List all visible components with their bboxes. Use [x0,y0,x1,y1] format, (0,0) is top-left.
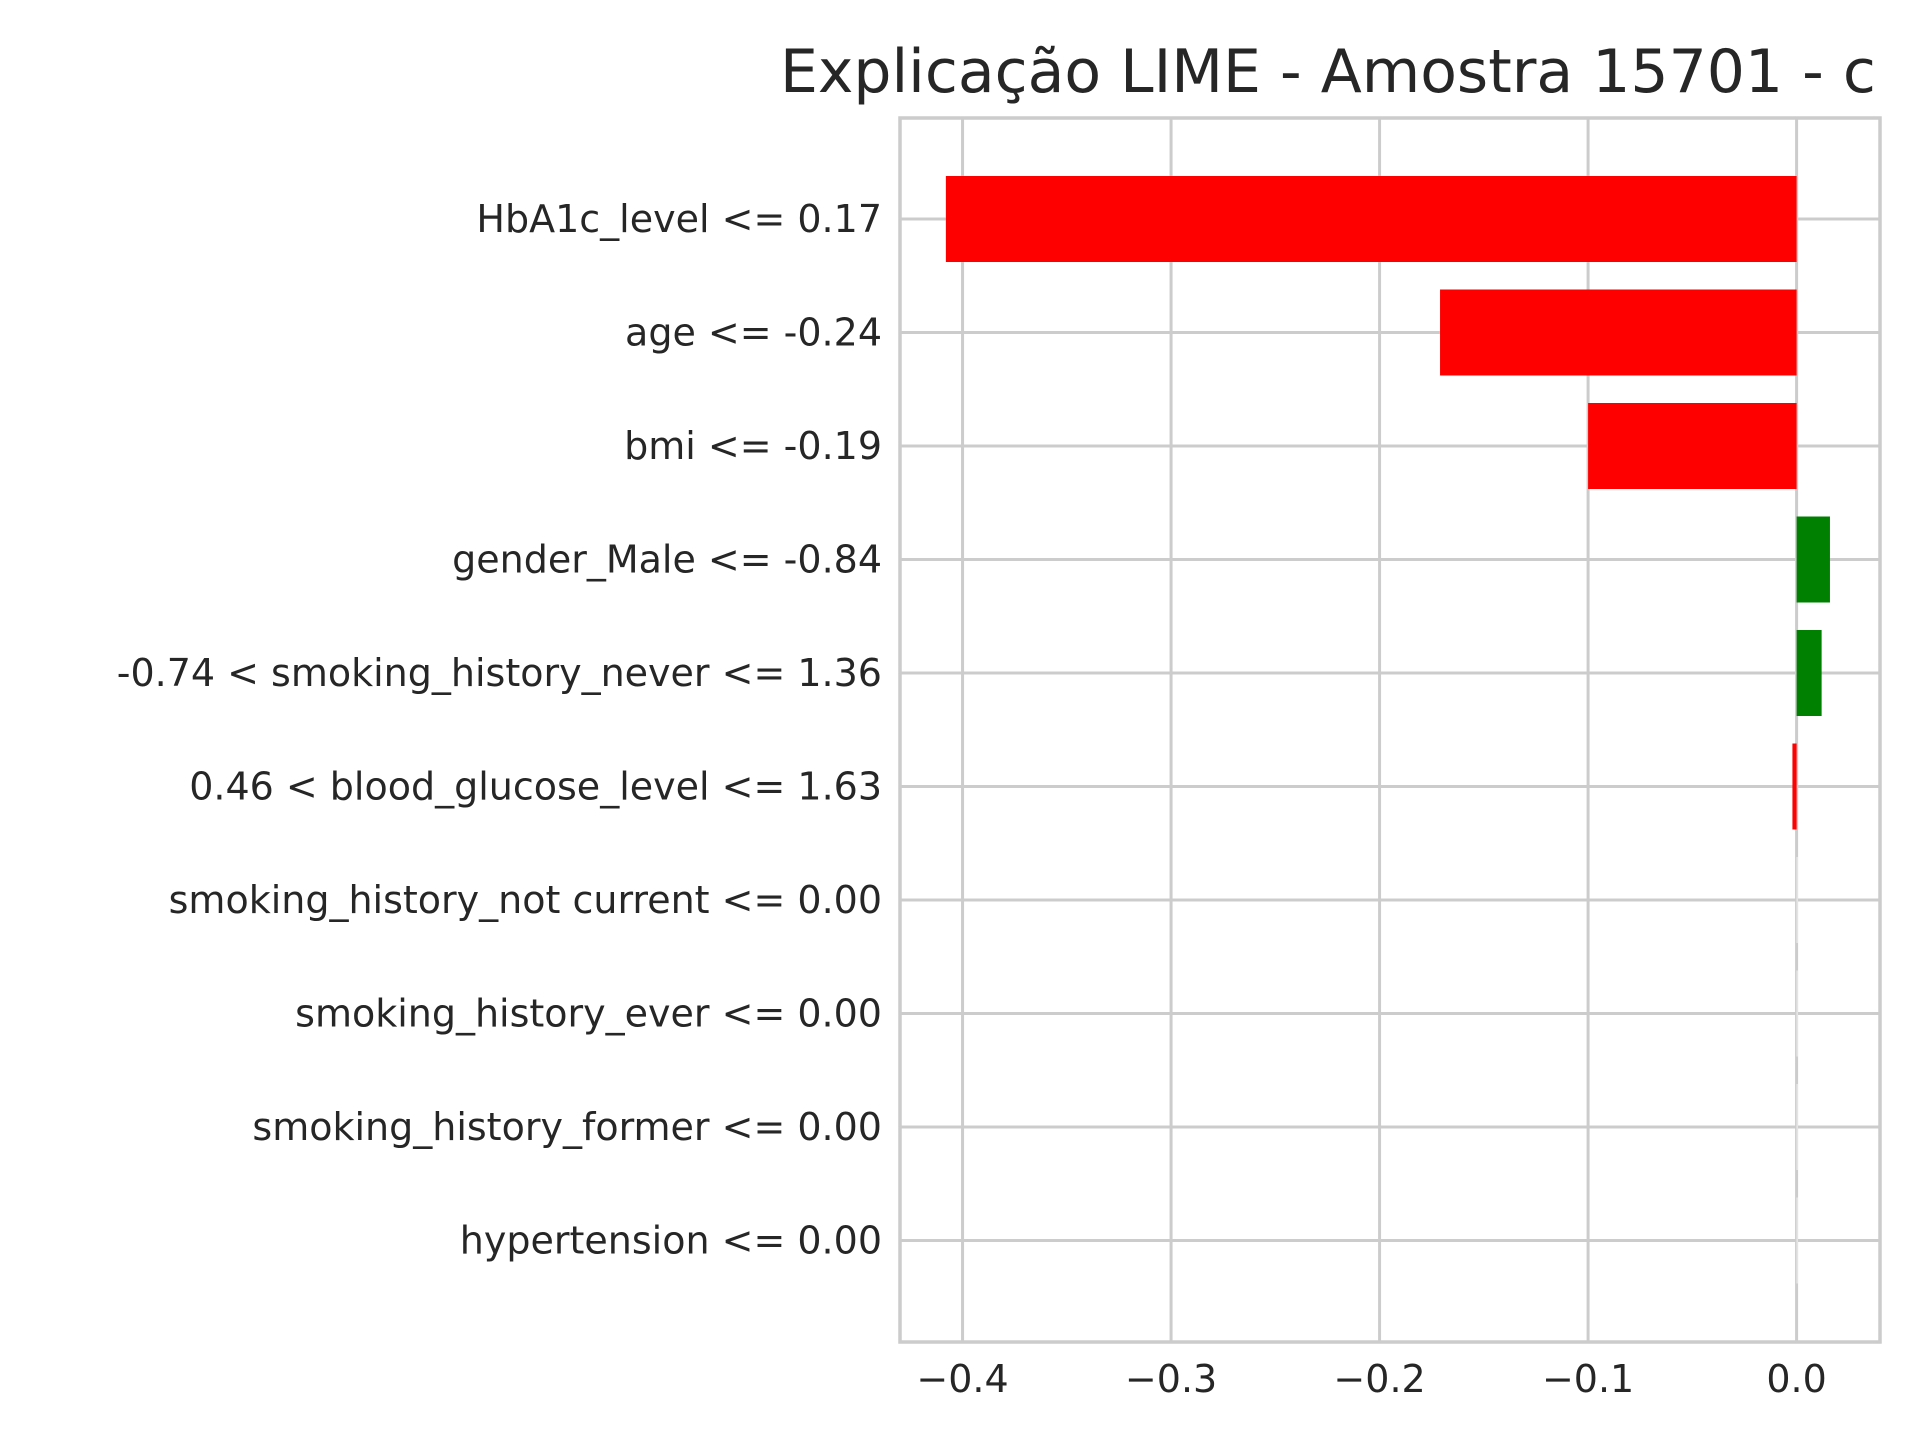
bar [1588,403,1797,489]
y-tick-label: gender_Male <= -0.84 [452,538,882,582]
x-tick-labels: −0.4 −0.3 −0.2 −0.1 0.0 [916,1357,1826,1401]
y-tick-label: smoking_history_former <= 0.00 [252,1105,882,1149]
y-tick-label: bmi <= -0.19 [624,424,882,468]
y-tick-label: age <= -0.24 [625,311,882,355]
plot-frame [898,116,1882,1344]
bar [1796,970,1798,1057]
bar [1792,743,1797,830]
y-tick-label: HbA1c_level <= 0.17 [476,197,882,241]
x-tick-label: −0.3 [1125,1357,1217,1401]
bar [1796,1197,1798,1284]
bar [1796,857,1798,943]
x-tick-label: −0.2 [1333,1357,1425,1401]
y-tick-label: hypertension <= 0.00 [460,1219,882,1263]
x-tick-label: −0.4 [916,1357,1008,1401]
bar [1440,289,1797,376]
bar [1796,1084,1798,1170]
y-tick-label: -0.74 < smoking_history_never <= 1.36 [117,651,882,695]
y-tick-label: 0.46 < blood_glucose_level <= 1.63 [189,765,882,809]
y-tick-label: smoking_history_ever <= 0.00 [295,992,882,1036]
bars [945,176,1830,1284]
x-tick-label: 0.0 [1766,1357,1826,1401]
y-tick-labels: HbA1c_level <= 0.17 age <= -0.24 bmi <= -0… [117,197,882,1263]
bar [1796,516,1830,603]
bar [1796,630,1822,716]
x-tick-label: −0.1 [1542,1357,1634,1401]
chart-title: Explicação LIME - Amostra 15701 - c [780,37,1876,107]
y-tick-label: smoking_history_not current <= 0.00 [169,878,882,922]
bar [945,176,1797,262]
